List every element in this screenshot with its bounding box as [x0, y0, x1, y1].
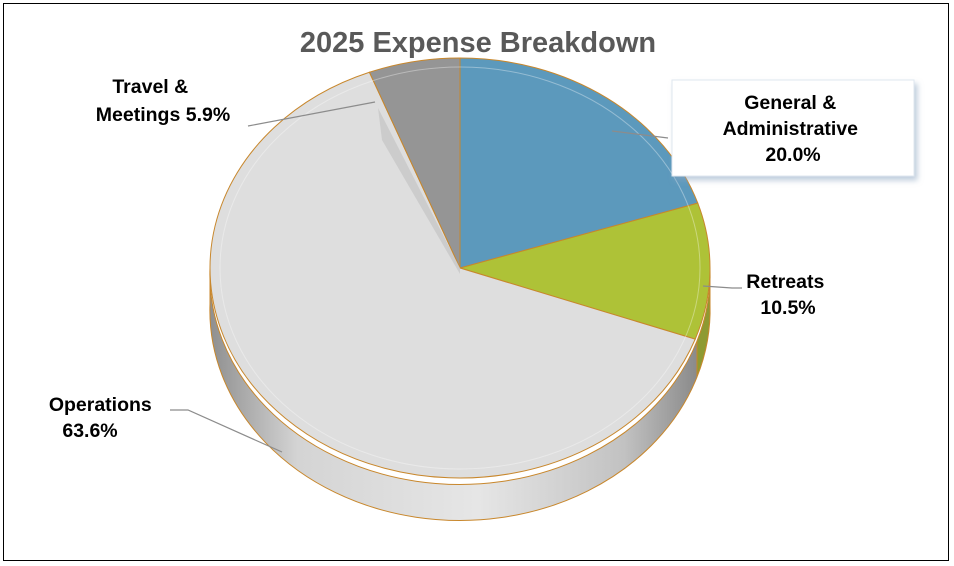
- data-label-retreats: Retreats 10.5%: [746, 271, 829, 319]
- leader-lines: [170, 101, 742, 453]
- data-label-travel-line2: Meetings 5.9%: [96, 104, 230, 126]
- data-label-general: General & Administrative 20.0%: [723, 92, 864, 166]
- data-label-operations: Operations 63.6%: [49, 394, 157, 442]
- chart-title: 2025 Expense Breakdown: [300, 27, 656, 59]
- data-label-retreats-line1: Retreats: [746, 271, 824, 293]
- pie-inner-walls: [378, 108, 460, 274]
- slice-travel-meetings: [368, 57, 461, 269]
- leader-line-general: [611, 130, 669, 139]
- data-label-operations-line1: Operations: [49, 394, 152, 416]
- label-box-general: [671, 79, 915, 177]
- data-label-travel-line1: Travel &: [112, 76, 188, 98]
- data-label-general-line1: General &: [744, 92, 836, 114]
- data-label-general-line2: Administrative: [723, 118, 859, 140]
- leader-line-travel: [247, 101, 376, 127]
- leader-line-retreats: [702, 285, 742, 289]
- slice-retreats: [458, 202, 711, 340]
- pie-highlight-ring: [219, 66, 701, 470]
- pie-side-wall: [209, 267, 711, 521]
- data-label-travel: Travel & Meetings 5.9%: [96, 76, 230, 126]
- data-label-operations-line2: 63.6%: [62, 420, 117, 442]
- leader-line-operations: [170, 409, 283, 453]
- slice-operations: [209, 71, 696, 479]
- pie-slices: [209, 57, 711, 479]
- data-label-general-line3: 20.0%: [765, 144, 820, 166]
- data-label-retreats-line2: 10.5%: [760, 297, 815, 319]
